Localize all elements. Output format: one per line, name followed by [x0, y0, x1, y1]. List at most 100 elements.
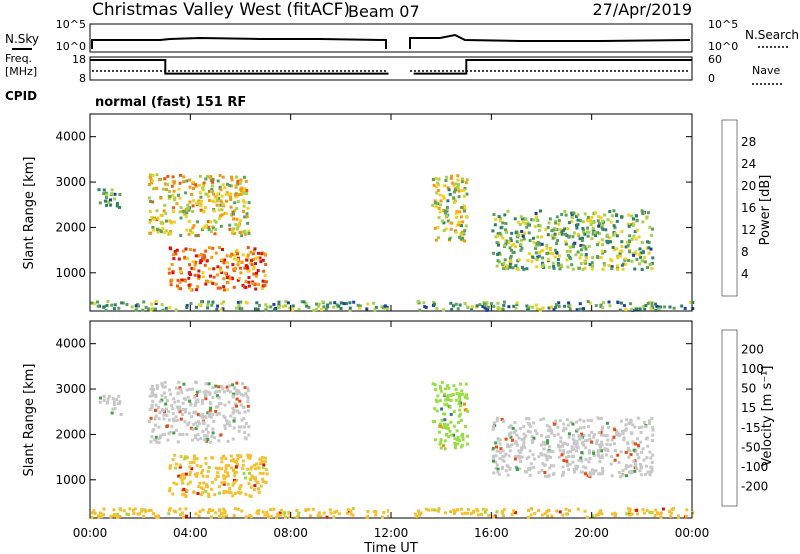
power-cell — [232, 217, 236, 221]
power-cell — [609, 258, 613, 262]
velocity-cell — [558, 448, 562, 452]
velocity-cell — [307, 507, 311, 511]
velocity-cell — [201, 412, 205, 416]
power-cell — [459, 224, 463, 228]
velocity-cell — [444, 387, 448, 391]
power-cell — [179, 206, 183, 210]
power-cell — [601, 249, 604, 253]
velocity-cell — [498, 456, 502, 460]
velocity-cell — [500, 417, 504, 421]
velocity-cell — [574, 464, 578, 468]
power-cell — [454, 188, 458, 192]
velocity-cell — [575, 440, 579, 444]
power-cell — [593, 231, 597, 235]
velocity-cell — [220, 467, 223, 471]
power-cell — [612, 209, 616, 213]
power-cell — [626, 244, 630, 248]
power-cell — [219, 188, 223, 192]
power-cell — [438, 210, 442, 214]
velocity-cell — [639, 463, 643, 467]
velocity-cell — [387, 514, 391, 518]
velocity-cell — [444, 511, 447, 515]
velocity-cell — [508, 467, 512, 471]
velocity-cell — [651, 426, 655, 430]
velocity-cell — [244, 492, 248, 496]
velocity-cell — [231, 494, 235, 498]
power-cell — [222, 277, 226, 281]
power-cell — [462, 231, 466, 235]
power-cell — [247, 280, 251, 284]
velocity-cell — [529, 513, 533, 517]
velocity-cell — [599, 431, 603, 435]
power-cell — [184, 191, 188, 195]
power-cell — [218, 286, 222, 290]
power-cell — [628, 234, 632, 238]
power-cell — [315, 302, 318, 306]
velocity-cell — [603, 448, 607, 452]
power-cell — [284, 300, 288, 303]
power-cell — [515, 301, 519, 305]
velocity-cell — [510, 443, 514, 447]
power-cell — [516, 268, 520, 271]
power-cell — [494, 235, 498, 239]
power-cell — [456, 307, 460, 311]
velocity-cell — [559, 436, 563, 440]
velocity-cell — [158, 411, 162, 414]
velocity-cell — [691, 511, 695, 515]
velocity-cell — [170, 425, 174, 428]
power-cell — [150, 302, 154, 306]
velocity-cell — [647, 422, 651, 425]
velocity-cell — [582, 465, 586, 469]
power-cell — [162, 209, 166, 213]
velocity-cell — [164, 402, 168, 406]
power-cell — [202, 181, 206, 185]
velocity-cell — [461, 392, 465, 396]
velocity-cell — [188, 471, 192, 475]
velocity-cell — [150, 404, 154, 407]
velocity-cell — [232, 468, 236, 472]
velocity-cell — [167, 508, 171, 512]
power-cell — [173, 250, 177, 253]
power-cell — [109, 198, 112, 202]
power-cell — [164, 219, 168, 223]
power-cell — [254, 287, 258, 291]
power-cell — [521, 234, 525, 238]
power-cell — [239, 192, 243, 196]
power-cell — [517, 233, 520, 237]
power-cell — [521, 220, 525, 224]
velocity-cell — [509, 431, 513, 435]
power-cell — [519, 248, 523, 252]
power-cell — [511, 266, 515, 270]
velocity-cell — [239, 455, 243, 458]
velocity-cell — [136, 512, 140, 516]
velocity-cell — [116, 512, 120, 516]
power-cell — [586, 226, 590, 230]
velocity-cell — [497, 438, 501, 442]
velocity-cell — [175, 405, 179, 409]
power-cell — [601, 251, 605, 255]
power-cell — [231, 210, 235, 214]
power-cell — [204, 249, 208, 253]
power-cell — [230, 253, 234, 257]
velocity-cell — [520, 448, 523, 452]
velocity-cell — [186, 423, 190, 427]
velocity-cell — [199, 414, 203, 418]
power-cell — [134, 304, 138, 308]
count-tick-left-top: 10^5 — [56, 18, 86, 31]
velocity-cell — [237, 411, 241, 415]
velocity-cell — [645, 436, 649, 440]
velocity-cell — [416, 509, 420, 513]
power-cell — [110, 188, 114, 192]
power-cell — [199, 195, 203, 199]
power-cell — [171, 253, 175, 257]
power-ytick-label: 2000 — [55, 220, 86, 234]
power-cell — [222, 204, 226, 208]
power-cell — [611, 245, 615, 249]
power-cell — [229, 254, 233, 258]
velocity-cell — [185, 388, 189, 392]
velocity-cell — [575, 449, 578, 453]
velocity-cell — [226, 389, 230, 392]
power-data-gap — [389, 115, 412, 310]
power-cell — [198, 174, 202, 178]
